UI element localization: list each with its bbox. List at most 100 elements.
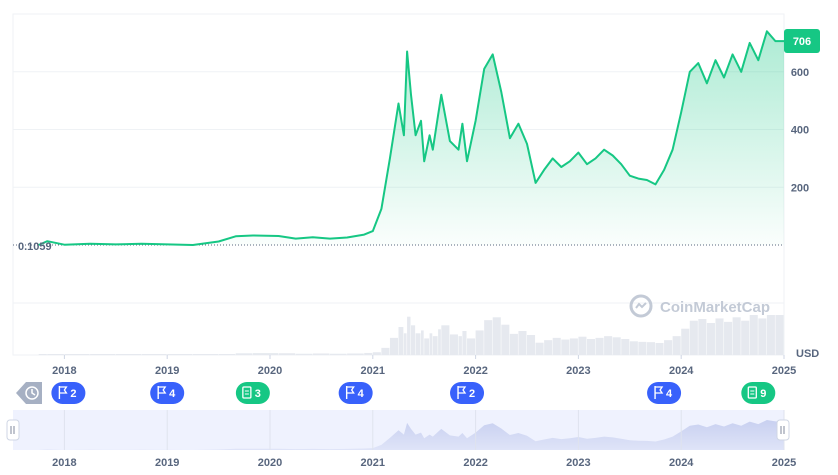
navigator-tick-2018: 2018 [52,457,76,469]
volume-bar-43 [544,340,553,355]
price-area [38,31,784,245]
y-tick-200: 200 [791,182,809,194]
document-icon [747,386,757,399]
volume-bar-5 [141,354,167,355]
navigator-tick-2023: 2023 [566,457,590,469]
volume-bar-3 [90,354,116,355]
volume-bar-1 [47,354,64,355]
volume-bar-66 [741,320,750,355]
volume-bar-20 [398,327,404,355]
volume-bar-17 [372,352,381,355]
x-axis: 2018 2019 2020 2021 2022 2023 2024 2025 [52,355,796,377]
volume-bar-38 [501,324,510,355]
marker-count-3: 3 [255,388,261,400]
volume-bar-50 [604,336,613,355]
x-tick-2024: 2024 [669,365,694,377]
x-tick-2025: 2025 [772,365,796,377]
event-flag-1[interactable]: 2 [51,382,86,404]
navigator-area [38,420,784,450]
history-icon[interactable] [16,382,42,404]
volume-bar-41 [527,335,536,355]
x-tick-2022: 2022 [463,365,487,377]
volume-bar-37 [492,317,501,355]
marker-count-7: 9 [760,388,766,400]
volume-bar-10 [252,353,279,355]
volume-bar-14 [329,353,347,355]
volume-bar-35 [475,330,484,355]
volume-bar-67 [749,315,758,355]
x-tick-2023: 2023 [566,365,590,377]
watermark: CoinMarketCap [629,294,770,318]
marker-count-5: 2 [469,388,475,400]
volume-bar-22 [407,316,411,355]
volume-bar-45 [561,339,570,355]
volume-bar-33 [462,331,467,355]
event-flag-6[interactable]: 4 [647,382,682,404]
event-flag-5[interactable]: 2 [450,382,485,404]
marker-count-6: 4 [666,388,673,400]
volume-bar-56 [655,343,664,355]
volume-bar-57 [664,340,673,355]
event-flag-4[interactable]: 4 [338,382,373,404]
volume-bar-30 [441,325,450,355]
navigator-tick-2021: 2021 [361,457,385,469]
volume-bar-69 [766,315,775,355]
volume-bar-60 [689,320,698,355]
volume-bar-31 [449,334,458,355]
news-marker-7[interactable]: 9 [741,382,776,404]
volume-bar-23 [411,325,416,355]
volume-bar-32 [458,336,462,355]
event-markers[interactable]: 2 4 3 4 2 4 9 [16,382,776,404]
volume-bar-58 [672,336,681,355]
volume-bar-28 [432,336,438,355]
marker-count-4: 4 [358,388,365,400]
volume-bar-2 [64,354,90,355]
event-flag-2[interactable]: 4 [150,382,185,404]
volume-bar-64 [724,321,733,355]
marker-count-1: 2 [70,388,76,400]
y-tick-600: 600 [791,67,809,79]
volume-bar-13 [312,353,330,355]
volume-bar-4 [115,354,141,355]
currency-label: USD [796,348,819,360]
volume-bar-27 [429,333,433,355]
volume-bar-24 [415,333,421,355]
volume-bar-46 [569,338,578,355]
volume-bar-7 [192,354,219,355]
watermark-text: CoinMarketCap [660,299,770,316]
volume-bar-54 [638,341,647,355]
navigator-axis: 2018 2019 2020 2021 2022 2023 2024 2025 [52,457,796,469]
navigator-right-handle[interactable] [776,419,790,441]
volume-bar-48 [586,339,596,355]
volume-bar-15 [347,353,364,355]
news-marker-3[interactable]: 3 [235,382,270,404]
x-tick-2018: 2018 [52,365,76,377]
price-line[interactable] [38,30,784,246]
volume-bar-61 [698,319,707,355]
baseline-label: 0.1059 [18,241,52,253]
volume-bar-9 [235,353,253,355]
navigator-left-handle[interactable] [6,419,20,441]
volume-bar-53 [629,341,638,355]
volume-bar-44 [552,337,561,355]
volume-bar-25 [420,330,424,355]
x-tick-2019: 2019 [155,365,179,377]
marker-count-2: 4 [169,388,176,400]
navigator[interactable] [6,410,790,450]
document-icon [242,386,252,399]
y-axis: 200 400 600 [791,67,809,195]
volume-bar-12 [295,353,313,355]
volume-bar-62 [706,323,715,355]
volume-bar-68 [758,318,767,355]
volume-bar-52 [621,339,630,355]
volume-bar-11 [278,353,296,355]
volume-bar-55 [646,342,655,355]
volume-bar-70 [775,315,784,355]
volume-bars [38,315,784,355]
x-tick-2021: 2021 [361,365,385,377]
volume-bar-16 [364,352,373,355]
last-price-label: 706 [793,36,811,48]
volume-bar-34 [467,338,476,355]
volume-bar-36 [484,320,493,355]
y-tick-400: 400 [791,125,809,137]
